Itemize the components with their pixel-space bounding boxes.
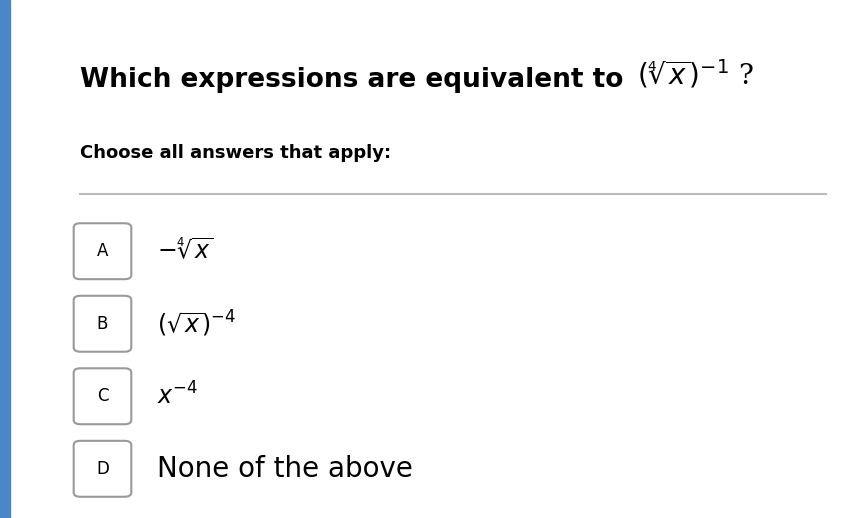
FancyBboxPatch shape bbox=[74, 368, 131, 424]
Text: $\left(\sqrt{x}\right)^{-4}$: $\left(\sqrt{x}\right)^{-4}$ bbox=[157, 309, 235, 339]
Text: D: D bbox=[96, 460, 109, 478]
Text: $x^{-4}$: $x^{-4}$ bbox=[157, 383, 198, 410]
FancyBboxPatch shape bbox=[74, 223, 131, 279]
FancyBboxPatch shape bbox=[74, 441, 131, 497]
Text: A: A bbox=[97, 242, 108, 260]
Text: $-\sqrt[4]{x}$: $-\sqrt[4]{x}$ bbox=[157, 238, 213, 264]
Text: Choose all answers that apply:: Choose all answers that apply: bbox=[80, 144, 391, 162]
Text: Which expressions are equivalent to: Which expressions are equivalent to bbox=[80, 67, 633, 93]
Text: $\left(\sqrt[4]{x}\right)^{-1}$ ?: $\left(\sqrt[4]{x}\right)^{-1}$ ? bbox=[637, 57, 754, 91]
Text: C: C bbox=[97, 387, 108, 405]
FancyBboxPatch shape bbox=[74, 296, 131, 352]
Text: None of the above: None of the above bbox=[157, 455, 412, 483]
Bar bbox=[0, 0, 10, 518]
Text: B: B bbox=[97, 315, 108, 333]
